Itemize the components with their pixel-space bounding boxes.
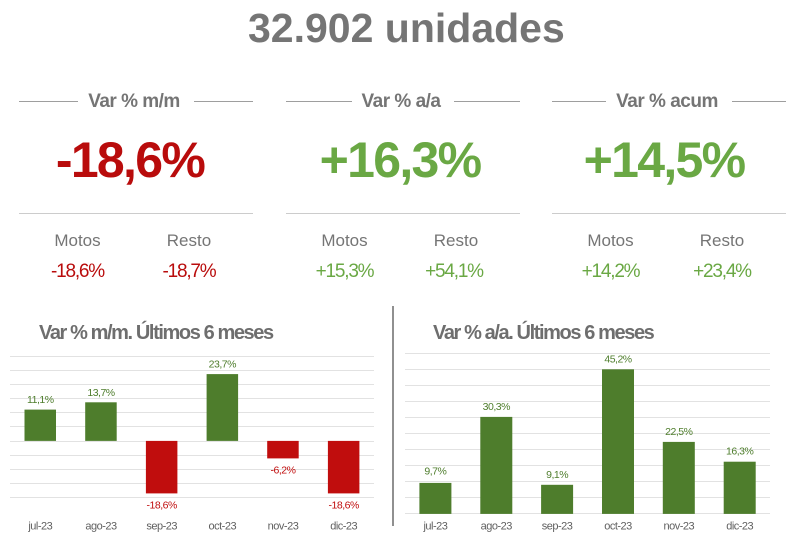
- svg-text:9,7%: 9,7%: [424, 465, 446, 477]
- svg-text:jul-23: jul-23: [27, 521, 52, 533]
- svg-text:-18,6%: -18,6%: [329, 499, 359, 511]
- svg-text:45,2%: 45,2%: [604, 353, 631, 365]
- svg-text:dic-23: dic-23: [726, 521, 753, 533]
- svg-text:16,3%: 16,3%: [726, 446, 753, 458]
- svg-text:13,7%: 13,7%: [87, 387, 114, 399]
- svg-text:ago-23: ago-23: [481, 521, 513, 533]
- svg-text:30,3%: 30,3%: [483, 401, 510, 413]
- svg-text:9,1%: 9,1%: [546, 469, 568, 481]
- svg-text:nov-23: nov-23: [663, 521, 694, 533]
- svg-text:ago-23: ago-23: [85, 521, 117, 533]
- svg-text:sep-23: sep-23: [542, 521, 573, 533]
- svg-text:nov-23: nov-23: [268, 521, 299, 533]
- svg-text:22,5%: 22,5%: [665, 426, 692, 438]
- svg-text:oct-23: oct-23: [604, 521, 632, 533]
- svg-text:oct-23: oct-23: [209, 521, 237, 533]
- svg-text:dic-23: dic-23: [330, 521, 357, 533]
- svg-text:23,7%: 23,7%: [209, 359, 236, 371]
- svg-text:11,1%: 11,1%: [27, 394, 54, 406]
- svg-text:jul-23: jul-23: [422, 521, 447, 533]
- svg-text:-6,2%: -6,2%: [271, 464, 296, 476]
- svg-text:-18,6%: -18,6%: [147, 499, 177, 511]
- svg-text:sep-23: sep-23: [146, 521, 177, 533]
